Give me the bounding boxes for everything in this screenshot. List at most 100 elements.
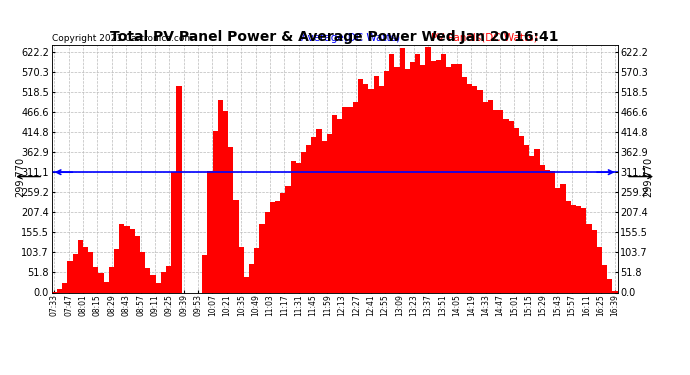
Bar	[571, 205, 576, 292]
Bar	[290, 161, 296, 292]
Text: 299.770: 299.770	[16, 156, 26, 196]
Bar	[166, 266, 171, 292]
Bar	[607, 279, 612, 292]
Bar	[457, 64, 462, 292]
Bar	[540, 165, 545, 292]
Bar	[270, 202, 275, 292]
Bar	[358, 79, 363, 292]
Bar	[264, 212, 270, 292]
Bar	[208, 171, 213, 292]
Bar	[254, 248, 259, 292]
Bar	[535, 148, 540, 292]
Bar	[259, 224, 264, 292]
Bar	[467, 84, 472, 292]
Bar	[566, 201, 571, 292]
Bar	[400, 48, 405, 292]
Bar	[524, 145, 529, 292]
Bar	[233, 200, 239, 292]
Bar	[296, 164, 301, 292]
Bar	[591, 230, 597, 292]
Bar	[550, 171, 555, 292]
Bar	[150, 275, 155, 292]
Bar	[62, 284, 68, 292]
Bar	[135, 236, 140, 292]
Bar	[482, 102, 488, 292]
Bar	[441, 54, 446, 292]
Bar	[472, 86, 477, 292]
Bar	[545, 170, 550, 292]
Bar	[171, 172, 177, 292]
Bar	[244, 277, 249, 292]
Bar	[498, 110, 503, 292]
Bar	[426, 46, 431, 292]
Bar	[597, 247, 602, 292]
Bar	[410, 62, 415, 292]
Text: 299.770: 299.770	[644, 156, 653, 196]
Bar	[451, 64, 457, 292]
Bar	[327, 134, 332, 292]
Bar	[57, 289, 62, 292]
Bar	[72, 254, 78, 292]
Bar	[379, 86, 384, 292]
Bar	[514, 128, 519, 292]
Bar	[373, 76, 379, 292]
Bar	[286, 186, 290, 292]
Bar	[384, 72, 389, 292]
Text: Average(DC Watts): Average(DC Watts)	[301, 33, 400, 42]
Bar	[155, 283, 161, 292]
Bar	[519, 136, 524, 292]
Bar	[477, 90, 482, 292]
Bar	[322, 141, 327, 292]
Bar	[124, 225, 130, 292]
Bar	[114, 249, 119, 292]
Bar	[311, 137, 317, 292]
Bar	[145, 268, 150, 292]
Bar	[223, 111, 228, 292]
Bar	[93, 267, 99, 292]
Bar	[368, 89, 373, 292]
Bar	[348, 106, 353, 292]
Bar	[104, 282, 109, 292]
Bar	[68, 261, 72, 292]
Bar	[446, 67, 451, 292]
Bar	[140, 252, 145, 292]
Bar	[78, 240, 83, 292]
Bar	[405, 69, 410, 292]
Bar	[83, 247, 88, 292]
Bar	[301, 152, 306, 292]
Bar	[363, 84, 368, 292]
Bar	[213, 132, 218, 292]
Bar	[602, 265, 607, 292]
Bar	[581, 208, 586, 292]
Text: PV Panels(DC Watts): PV Panels(DC Watts)	[431, 33, 538, 42]
Bar	[586, 224, 591, 292]
Bar	[389, 54, 395, 292]
Bar	[130, 229, 135, 292]
Bar	[503, 119, 509, 292]
Bar	[576, 206, 581, 292]
Bar	[280, 193, 286, 292]
Bar	[436, 60, 441, 292]
Bar	[415, 54, 420, 292]
Bar	[228, 147, 233, 292]
Bar	[119, 225, 124, 292]
Bar	[275, 201, 280, 292]
Text: Copyright 2021 Cartronics.com: Copyright 2021 Cartronics.com	[52, 33, 193, 42]
Bar	[420, 66, 426, 292]
Bar	[431, 61, 436, 292]
Bar	[332, 115, 337, 292]
Bar	[306, 145, 311, 292]
Bar	[342, 107, 348, 292]
Bar	[560, 184, 566, 292]
Bar	[99, 273, 103, 292]
Bar	[395, 67, 400, 292]
Bar	[462, 76, 467, 292]
Bar	[337, 119, 342, 292]
Bar	[529, 156, 535, 292]
Bar	[509, 121, 514, 292]
Title: Total PV Panel Power & Average Power Wed Jan 20 16:41: Total PV Panel Power & Average Power Wed…	[110, 30, 559, 44]
Bar	[218, 100, 223, 292]
Bar	[612, 291, 618, 292]
Bar	[317, 129, 322, 292]
Bar	[202, 255, 208, 292]
